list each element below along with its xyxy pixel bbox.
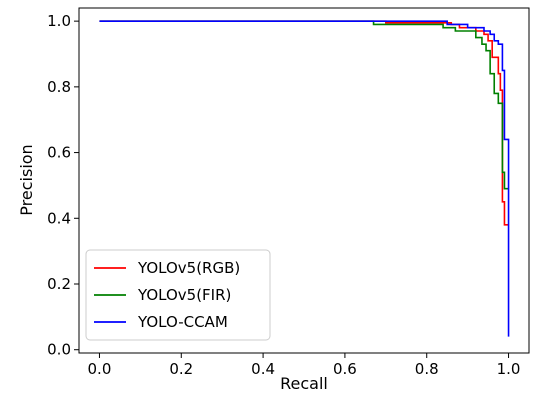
series-line-yolo-ccam: [99, 20, 510, 337]
legend-label: YOLOv5(FIR): [137, 286, 231, 304]
series-line-yolov5-fir: [99, 20, 509, 190]
y-tick-label: 1.0: [47, 12, 71, 30]
legend-box: [85, 249, 271, 341]
plot-frame: [78, 7, 530, 354]
x-tick-label: 0.6: [333, 360, 357, 378]
y-axis-label: Precision: [17, 144, 36, 215]
y-axis: 0.0 0.2 0.4 0.6 0.8 1.0: [47, 12, 79, 359]
y-tick-label: 0.0: [47, 341, 71, 359]
y-tick-label: 0.8: [47, 78, 71, 96]
y-tick-label: 0.2: [47, 275, 71, 293]
legend: YOLOv5(RGB) YOLOv5(FIR) YOLO-CCAM: [85, 249, 271, 341]
x-axis: 0.0 0.2 0.4 0.6 0.8 1.0: [88, 353, 521, 378]
x-tick-label: 1.0: [497, 360, 521, 378]
y-tick-label: 0.6: [47, 144, 71, 162]
x-tick-label: 0.4: [251, 360, 275, 378]
x-tick-label: 0.2: [169, 360, 193, 378]
series-layer: [99, 20, 510, 337]
legend-label: YOLOv5(RGB): [137, 259, 240, 277]
x-tick-label: 0.8: [415, 360, 439, 378]
legend-label: YOLO-CCAM: [137, 313, 228, 331]
x-axis-label: Recall: [280, 374, 328, 393]
y-tick-label: 0.4: [47, 209, 71, 227]
x-tick-label: 0.0: [88, 360, 112, 378]
